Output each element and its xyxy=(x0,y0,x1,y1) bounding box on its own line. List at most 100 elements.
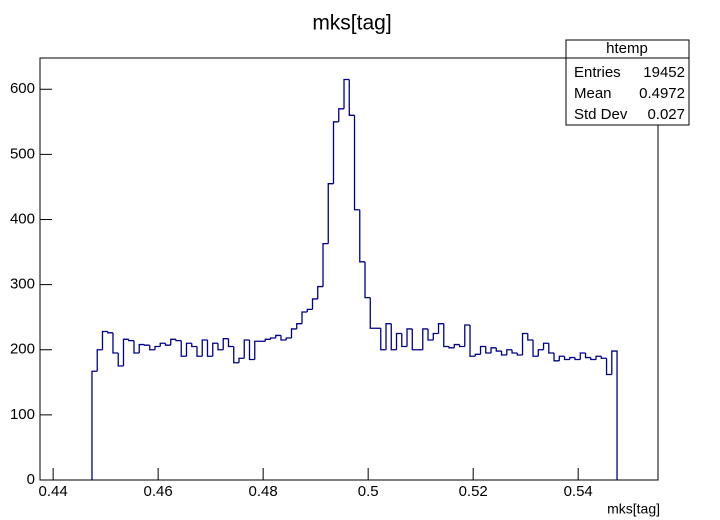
histogram-bin xyxy=(474,353,481,357)
histogram-bin xyxy=(432,332,439,340)
stats-value: 0.027 xyxy=(647,106,685,123)
histogram-bin xyxy=(285,337,292,340)
histogram-bin xyxy=(217,343,224,351)
histogram-bin xyxy=(170,338,176,346)
x-axis-label: mks[tag] xyxy=(607,501,660,517)
y-tick-label: 300 xyxy=(10,276,35,293)
histogram-bin xyxy=(269,337,276,340)
histogram-bin xyxy=(290,328,297,339)
chart-title: mks[tag] xyxy=(312,12,391,35)
histogram-bin xyxy=(154,345,161,350)
stats-frame xyxy=(565,39,690,126)
stats-value: 0.4972 xyxy=(639,85,685,102)
x-tick-label: 0.5 xyxy=(358,483,379,500)
y-tick-label: 100 xyxy=(10,406,35,423)
histogram-bin xyxy=(532,339,539,357)
histogram-bin xyxy=(401,333,408,348)
y-tick-label: 200 xyxy=(10,341,35,358)
histogram-bin xyxy=(143,344,150,346)
histogram-bin xyxy=(301,311,308,324)
histogram-bin xyxy=(600,356,607,359)
histogram-bin xyxy=(322,242,329,287)
histogram-bin xyxy=(390,323,397,351)
histogram-bin xyxy=(563,356,570,361)
histogram-bin xyxy=(537,349,544,357)
histogram-bin xyxy=(574,357,581,361)
histogram-bin xyxy=(448,346,455,349)
histogram-bin xyxy=(185,342,192,357)
histogram-bin xyxy=(233,346,239,364)
histogram-bin xyxy=(327,183,334,244)
histogram-bin xyxy=(175,339,182,342)
histogram-bin xyxy=(227,338,234,348)
histogram-bin xyxy=(191,343,197,348)
stats-box: htemp Entries 19452 Mean 0.4972 Std Dev … xyxy=(565,39,690,126)
histogram-bin xyxy=(243,339,250,359)
histogram-bin xyxy=(511,349,518,354)
stats-title: htemp xyxy=(606,40,648,57)
histogram-bin xyxy=(406,328,413,347)
histogram-bin xyxy=(212,342,218,357)
y-tick-label: 500 xyxy=(10,145,35,162)
stats-label: Std Dev xyxy=(574,106,628,123)
y-tick-label: 0 xyxy=(27,471,35,488)
histogram-bin xyxy=(490,347,497,354)
histogram-bin xyxy=(112,332,119,354)
histogram-bin xyxy=(527,333,534,341)
x-tick-label: 0.52 xyxy=(459,483,488,500)
histogram-bin xyxy=(306,308,313,312)
histogram-bin xyxy=(485,346,492,354)
histogram-bin xyxy=(159,342,166,347)
stats-label: Entries xyxy=(574,64,621,81)
histogram-bin xyxy=(122,338,129,367)
histogram-bin xyxy=(579,352,586,360)
histogram-bin xyxy=(369,297,376,329)
histogram-bin xyxy=(411,328,418,351)
x-tick-label: 0.48 xyxy=(249,483,278,500)
histogram-bin xyxy=(206,339,213,357)
histogram-bin xyxy=(595,355,602,360)
histogram-bin xyxy=(395,332,402,350)
stats-value: 19452 xyxy=(643,64,685,81)
y-tick-label: 400 xyxy=(10,210,35,227)
stats-label: Mean xyxy=(574,85,612,102)
histogram-bin xyxy=(317,285,324,299)
histogram-bin xyxy=(521,332,528,355)
histogram-bin xyxy=(495,347,502,352)
histogram-bin xyxy=(443,323,450,348)
histogram-bin xyxy=(107,331,113,334)
histogram-bin xyxy=(238,357,245,363)
histogram-bin xyxy=(311,298,318,310)
histogram-bin xyxy=(164,343,171,346)
histogram-bin xyxy=(458,344,465,348)
histogram-bin xyxy=(296,323,303,329)
histogram-bin xyxy=(548,343,555,354)
histogram-bin xyxy=(584,353,591,359)
x-tick-label: 0.46 xyxy=(144,483,173,500)
plot-frame xyxy=(39,57,659,481)
histogram-bin xyxy=(264,338,271,342)
histogram-bin xyxy=(469,325,476,357)
histogram-bin xyxy=(343,78,350,109)
histogram-bin xyxy=(437,323,444,334)
histogram-bin xyxy=(359,209,366,263)
y-tick-label: 600 xyxy=(10,80,35,97)
histogram-bin xyxy=(201,339,208,357)
histogram-bin xyxy=(353,115,360,211)
histogram-bin xyxy=(248,339,255,361)
x-tick-label: 0.54 xyxy=(564,483,593,500)
histogram-bin xyxy=(96,349,103,372)
histogram-bin xyxy=(590,357,597,361)
histogram-bin xyxy=(117,353,124,367)
histogram-bin xyxy=(364,261,371,299)
x-tick-label: 0.44 xyxy=(39,483,68,500)
histogram-bin xyxy=(133,340,140,354)
histogram-bin xyxy=(149,345,155,351)
histogram-bin xyxy=(427,328,434,341)
histogram-bin xyxy=(280,335,287,341)
histogram-bin xyxy=(338,108,345,122)
histogram-bin xyxy=(380,328,387,351)
histogram-bin xyxy=(553,353,560,362)
histogram-bin xyxy=(332,121,339,184)
